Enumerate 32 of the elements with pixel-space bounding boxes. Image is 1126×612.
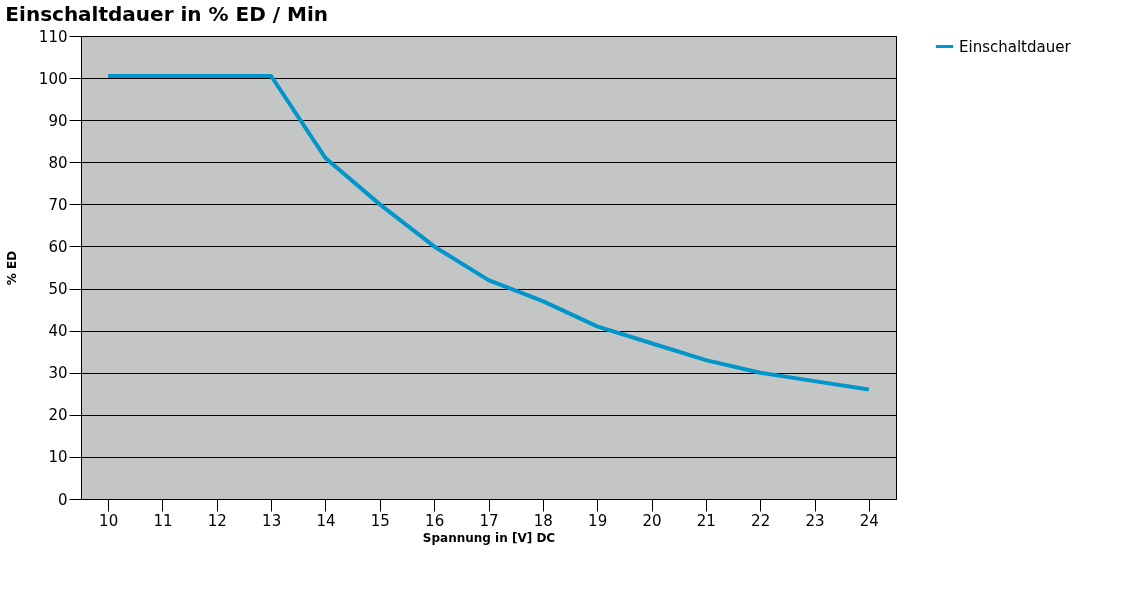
x-axis-title: Spannung in [V] DC	[422, 530, 556, 545]
line-series	[106, 73, 871, 392]
y-tick-label: 50	[48, 280, 68, 299]
x-tick-label: 12	[207, 511, 227, 530]
y-tick-label: 70	[48, 195, 68, 214]
x-tick-label: 10	[99, 511, 119, 530]
y-tick-label: 100	[38, 69, 68, 88]
x-tick-label: 19	[588, 511, 608, 530]
x-tick-label: 13	[262, 511, 282, 530]
x-tick-label: 20	[642, 511, 662, 530]
y-axis-title: % ED	[4, 250, 19, 286]
y-tick-label: 0	[57, 490, 68, 509]
y-tick-label: 110	[38, 27, 68, 46]
y-tick-label: 80	[48, 153, 68, 172]
y-tick-label: 60	[48, 237, 68, 256]
x-tick-label: 14	[316, 511, 336, 530]
y-tick-label: 20	[48, 406, 68, 425]
x-tick-label: 11	[153, 511, 173, 530]
x-tick-label: 24	[859, 511, 879, 530]
x-tick-label: 23	[805, 511, 825, 530]
legend-label: Einschaltdauer	[959, 37, 1072, 56]
x-tick-label: 15	[370, 511, 390, 530]
chart-title: Einschaltdauer in % ED / Min	[5, 2, 329, 26]
y-tick-label: 30	[48, 364, 68, 383]
y-tick-label: 10	[48, 448, 68, 467]
y-tick-label: 90	[48, 111, 68, 130]
x-tick-label: 17	[479, 511, 499, 530]
x-tick-label: 18	[533, 511, 553, 530]
x-tick-label: 21	[696, 511, 716, 530]
x-tick-label: 22	[751, 511, 771, 530]
y-tick-label: 40	[48, 322, 68, 341]
x-tick-label: 16	[425, 511, 445, 530]
